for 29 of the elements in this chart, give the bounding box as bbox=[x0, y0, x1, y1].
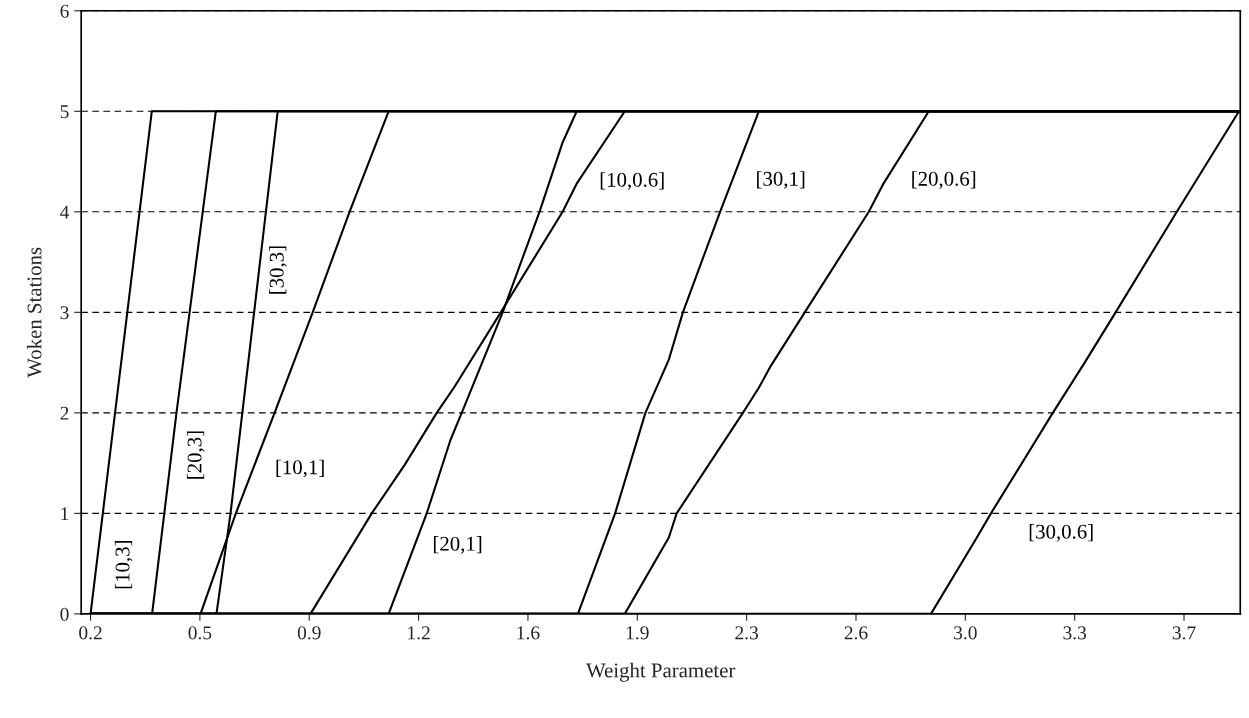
x-axis-title: Weight Parameter bbox=[586, 662, 736, 682]
text: [10,3] bbox=[114, 541, 133, 589]
y-tick-label: 4 bbox=[60, 205, 70, 219]
y-tick-label: 1 bbox=[61, 507, 69, 521]
series-label: [20,1] bbox=[433, 536, 482, 554]
x-tick-label: 3.3 bbox=[1063, 626, 1087, 640]
series-label: [10,0.6] bbox=[600, 172, 664, 190]
text: [30,3] bbox=[269, 246, 287, 294]
x-tick-label: 2.6 bbox=[844, 626, 868, 640]
series-label: [30,0.6] bbox=[1029, 524, 1093, 542]
x-tick-label: 2.3 bbox=[735, 626, 759, 640]
y-axis-title: Woken Stations bbox=[26, 247, 42, 378]
y-tick-label: 2 bbox=[60, 406, 69, 420]
y-tick-label: 5 bbox=[60, 105, 69, 119]
series-label: [30,1] bbox=[757, 171, 805, 189]
x-tick-label: 0.9 bbox=[297, 626, 321, 640]
x-tick-label: 1.6 bbox=[517, 626, 540, 640]
series-label: [20,0.6] bbox=[912, 171, 976, 189]
x-tick-label: 1.9 bbox=[626, 626, 649, 640]
y-tick-label: 0 bbox=[60, 607, 69, 621]
text: [20,3] bbox=[186, 431, 205, 479]
x-tick-label: 1.2 bbox=[408, 626, 430, 640]
series-label: [10,1] bbox=[276, 459, 324, 478]
y-tick-label: 6 bbox=[60, 4, 69, 18]
x-tick-label: 0.2 bbox=[79, 626, 102, 640]
x-tick-label: 3.7 bbox=[1172, 626, 1196, 640]
x-tick-label: 3.0 bbox=[954, 626, 977, 640]
y-tick-label: 3 bbox=[60, 306, 69, 320]
x-tick-label: 0.5 bbox=[188, 626, 212, 640]
